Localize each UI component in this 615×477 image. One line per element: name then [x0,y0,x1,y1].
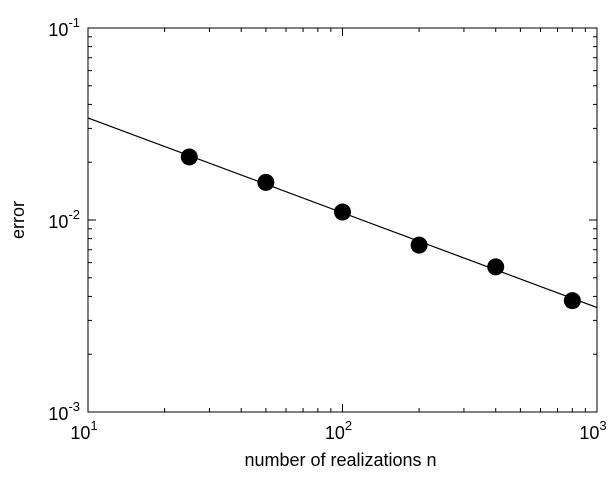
plot-area [88,117,597,310]
data-point-6 [563,292,581,310]
data-point-3 [334,203,351,221]
y-tick-label-3: 10-1 [48,15,80,40]
data-point-1 [180,148,198,166]
x-tick-label-1: 101 [70,418,97,443]
y-axis-label: error [8,201,28,239]
y-tick-label-2: 10-2 [48,207,80,232]
x-axis-label: number of realizations n [244,450,436,470]
data-point-4 [410,236,428,254]
data-point-2 [257,173,275,191]
y-tick-label-1: 10-3 [48,399,80,424]
x-tick-label-3: 103 [579,418,606,443]
x-tick-label-2: 102 [325,418,352,443]
data-point-5 [487,258,505,276]
